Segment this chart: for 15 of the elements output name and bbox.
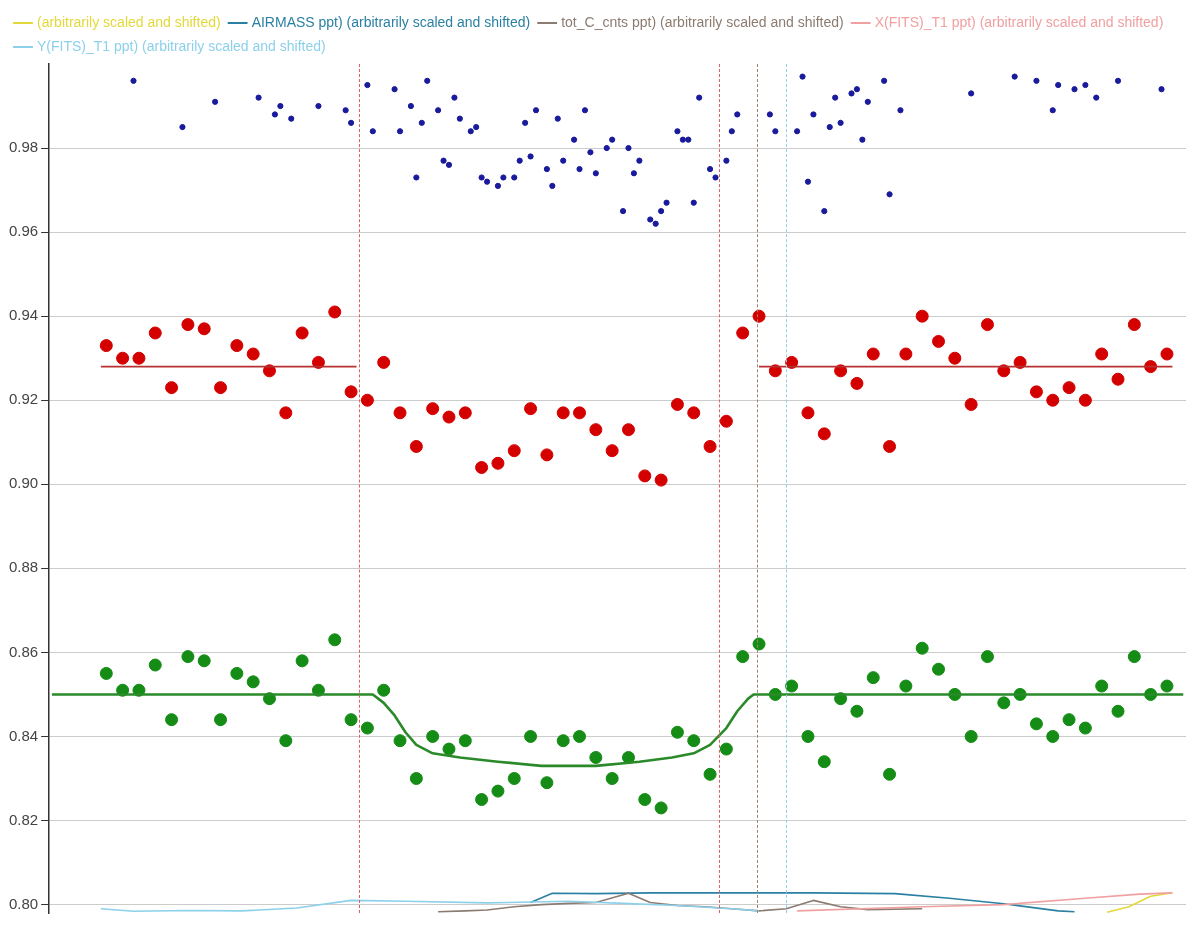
- y-tick-label: 0.94: [8, 306, 39, 324]
- y-tick-label: 0.90: [8, 474, 39, 492]
- legend-label: tot_C_cnts ppt) (arbitrarily scaled and shifted): [561, 13, 844, 30]
- legend-label: (arbitrarily scaled and shifted): [37, 13, 221, 30]
- y-tick-label: 0.82: [8, 810, 39, 828]
- legend-label: AIRMASS ppt) (arbitrarily scaled and shifted): [251, 13, 531, 30]
- legend-label: X(FITS)_T1 ppt) (arbitrarily scaled and shifted): [874, 13, 1164, 30]
- y-tick-label: 0.92: [8, 390, 39, 408]
- legend-label: Y(FITS)_T1 ppt) (arbitrarily scaled and shifted): [37, 37, 326, 54]
- y-tick-label: 0.84: [8, 726, 39, 744]
- y-tick-label: 0.80: [8, 894, 39, 912]
- y-tick-label: 0.96: [8, 222, 39, 240]
- y-tick-label: 0.88: [8, 558, 39, 576]
- y-tick-label: 0.98: [8, 138, 39, 156]
- y-tick-label: 0.86: [8, 642, 39, 660]
